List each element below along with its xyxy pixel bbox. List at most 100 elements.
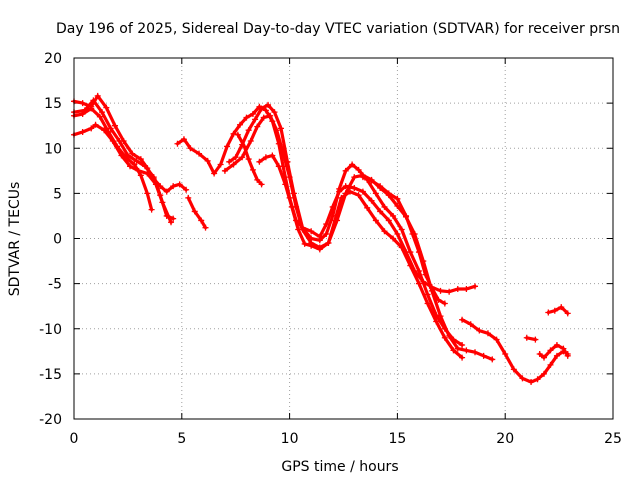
data-point [254, 176, 261, 183]
data-point [323, 230, 330, 237]
series-sat-j [256, 152, 466, 361]
data-point [372, 190, 379, 197]
data-point [364, 204, 371, 211]
series-sat-i [234, 131, 265, 188]
data-point [249, 166, 256, 173]
data-point [553, 341, 560, 348]
data-point [280, 149, 287, 156]
data-point [88, 125, 95, 132]
data-point [398, 226, 405, 233]
data-point [116, 138, 123, 145]
data-point [472, 349, 479, 356]
data-point [232, 154, 239, 161]
data-point [441, 334, 448, 341]
data-point [342, 183, 349, 190]
data-point [224, 143, 231, 150]
data-series [71, 92, 571, 385]
data-point [415, 267, 422, 274]
data-point [211, 170, 218, 177]
data-point [79, 100, 86, 107]
data-point [558, 304, 565, 311]
series-sat-l [459, 316, 571, 385]
data-point [152, 181, 159, 188]
data-point [493, 336, 500, 343]
data-point [454, 345, 461, 352]
data-point [129, 150, 136, 157]
data-point [385, 217, 392, 224]
data-point [308, 242, 315, 249]
data-point [273, 127, 280, 134]
series-line [223, 114, 494, 361]
data-point [355, 166, 362, 173]
data-point [385, 190, 392, 197]
data-point [131, 161, 138, 168]
data-point [551, 307, 558, 314]
series-line [227, 103, 464, 347]
series-sat-n [545, 304, 571, 317]
data-point [454, 286, 461, 293]
data-point [202, 224, 209, 231]
data-point [174, 140, 181, 147]
data-point [342, 167, 349, 174]
series-line [175, 105, 477, 294]
plot-frame [73, 57, 614, 420]
x-tick-label: 15 [388, 431, 406, 447]
y-axis-label: SDTVAR / TECUs [7, 182, 23, 297]
data-point [355, 192, 362, 199]
chart-title: Day 196 of 2025, Sidereal Day-to-day VTE… [56, 21, 620, 37]
x-tick-label: 25 [604, 431, 622, 447]
data-point [277, 125, 284, 132]
y-tick-label: 10 [44, 141, 62, 157]
data-point [346, 188, 353, 195]
data-point [90, 97, 97, 104]
y-tick-label: 0 [53, 232, 62, 248]
y-tick-label: -20 [39, 412, 62, 428]
data-point [96, 113, 103, 120]
data-point [541, 354, 548, 361]
data-point [260, 114, 267, 121]
data-point [476, 327, 483, 334]
x-tick-label: 20 [496, 431, 514, 447]
data-point [446, 332, 453, 339]
series-sat-g [226, 101, 466, 348]
data-point [252, 116, 259, 123]
data-point [450, 347, 457, 354]
data-point [133, 157, 140, 164]
data-point [301, 240, 308, 247]
data-point [137, 172, 144, 179]
data-point [288, 203, 295, 210]
data-point [437, 313, 444, 320]
data-point [381, 203, 388, 210]
data-point [368, 197, 375, 204]
data-point [234, 131, 241, 138]
data-point [286, 174, 293, 181]
grid [74, 58, 613, 419]
data-point [185, 194, 192, 201]
data-point [372, 217, 379, 224]
data-point [226, 158, 233, 165]
data-point [441, 300, 448, 307]
data-point [168, 219, 175, 226]
data-point [258, 181, 265, 188]
data-point [351, 184, 358, 191]
data-point [398, 244, 405, 251]
data-point [191, 208, 198, 215]
data-point [510, 366, 517, 373]
data-point [377, 183, 384, 190]
y-tick-label: -5 [48, 277, 62, 293]
data-point [79, 129, 86, 136]
data-point [221, 167, 228, 174]
data-point [359, 188, 366, 195]
data-point [159, 199, 166, 206]
data-point [502, 351, 509, 358]
data-point [258, 105, 265, 112]
data-point [170, 215, 177, 222]
data-point [331, 217, 338, 224]
data-point [553, 352, 560, 359]
data-point [107, 125, 114, 132]
series-line [257, 153, 464, 360]
data-point [282, 181, 289, 188]
data-point [428, 285, 435, 292]
data-point [536, 351, 543, 358]
data-point [118, 152, 125, 159]
